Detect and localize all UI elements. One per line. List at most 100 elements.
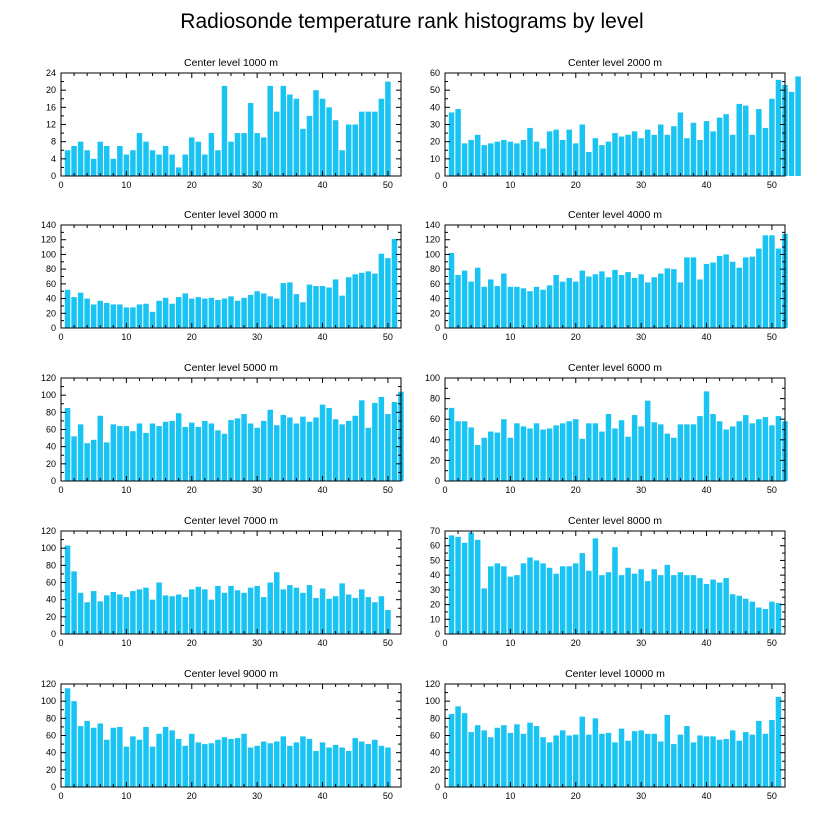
bar <box>90 727 97 787</box>
y-tick-label: 24 <box>46 68 56 78</box>
y-tick-label: 20 <box>430 308 440 318</box>
bar <box>64 150 71 176</box>
bar <box>540 563 546 634</box>
x-tick-label: 40 <box>318 638 328 648</box>
bar <box>247 103 254 176</box>
x-tick-label: 20 <box>187 332 197 342</box>
bars <box>448 391 788 481</box>
bar <box>461 713 468 787</box>
bar <box>671 744 677 787</box>
bar <box>638 569 644 634</box>
y-tick-label: 60 <box>46 425 56 435</box>
bar <box>586 423 592 481</box>
bar <box>169 303 175 328</box>
bar <box>448 252 455 328</box>
x-tick-label: 0 <box>442 638 447 648</box>
panel-5: Center level 5000 m 0 10 20 30 40 50 0 20 40 60 80 1… <box>41 362 404 495</box>
y-tick-label: 4 <box>51 154 56 164</box>
bar <box>175 413 182 481</box>
bar <box>260 741 267 787</box>
bar <box>136 739 143 787</box>
bar <box>208 297 215 328</box>
panel-title: Center level 4000 m <box>568 209 662 221</box>
ticks <box>444 683 786 788</box>
bar <box>638 138 644 176</box>
bar <box>77 424 84 481</box>
y-tick-label: 10 <box>430 614 440 624</box>
bar <box>769 98 775 176</box>
bar <box>710 736 716 787</box>
bar <box>533 423 540 481</box>
bar <box>501 139 507 176</box>
bar <box>247 423 254 481</box>
bar <box>631 415 638 481</box>
bar <box>455 109 461 176</box>
bar <box>385 747 391 787</box>
bar <box>339 295 345 328</box>
bar <box>481 286 487 328</box>
bar <box>586 151 592 176</box>
x-tick-label: 20 <box>571 332 581 342</box>
y-tick-label: 0 <box>435 476 440 486</box>
bar <box>339 150 345 176</box>
bar <box>494 727 501 787</box>
bar <box>775 79 782 176</box>
bar <box>365 427 372 481</box>
bar <box>228 141 234 176</box>
bar <box>514 724 520 787</box>
bar <box>332 596 339 634</box>
bar <box>573 143 579 176</box>
bar <box>169 420 175 481</box>
bar <box>326 747 332 787</box>
bars <box>64 391 404 482</box>
bar <box>247 747 254 787</box>
x-tick-label: 20 <box>187 791 197 801</box>
bar <box>697 139 703 176</box>
bar <box>247 294 254 328</box>
bar <box>71 297 77 328</box>
x-tick-label: 30 <box>636 180 646 190</box>
bar <box>215 430 221 481</box>
bar <box>149 599 156 634</box>
bar <box>234 738 241 787</box>
bar <box>234 300 241 328</box>
bar <box>306 738 313 787</box>
bar <box>156 300 162 328</box>
bar <box>488 737 494 787</box>
bar <box>625 436 631 481</box>
bar <box>533 286 540 328</box>
bar <box>182 745 188 787</box>
y-tick-label: 20 <box>46 765 56 775</box>
bar <box>488 279 494 328</box>
bar <box>488 143 494 176</box>
x-tick-label: 30 <box>636 485 646 495</box>
bar <box>553 275 559 328</box>
bar <box>326 408 332 481</box>
x-tick-label: 50 <box>767 332 777 342</box>
y-tick-label: 40 <box>430 435 440 445</box>
bar <box>651 733 657 787</box>
bar <box>241 133 247 176</box>
bar <box>743 105 749 176</box>
bar <box>474 134 481 176</box>
bar <box>319 286 326 328</box>
bar <box>234 590 241 634</box>
bar <box>110 424 117 481</box>
bar <box>703 583 710 634</box>
bar <box>664 714 671 787</box>
x-tick-label: 40 <box>318 332 328 342</box>
bar <box>716 582 723 634</box>
bar <box>461 270 468 328</box>
bar <box>729 730 736 787</box>
y-tick-label: 0 <box>51 323 56 333</box>
bar <box>123 597 130 634</box>
x-tick-label: 0 <box>58 332 63 342</box>
bar <box>208 599 215 634</box>
bar <box>775 248 782 328</box>
bar <box>359 741 365 787</box>
x-tick-label: 10 <box>505 180 515 190</box>
bar <box>345 594 352 634</box>
bar <box>130 591 136 634</box>
x-tick-label: 0 <box>442 332 447 342</box>
bar <box>573 563 579 634</box>
